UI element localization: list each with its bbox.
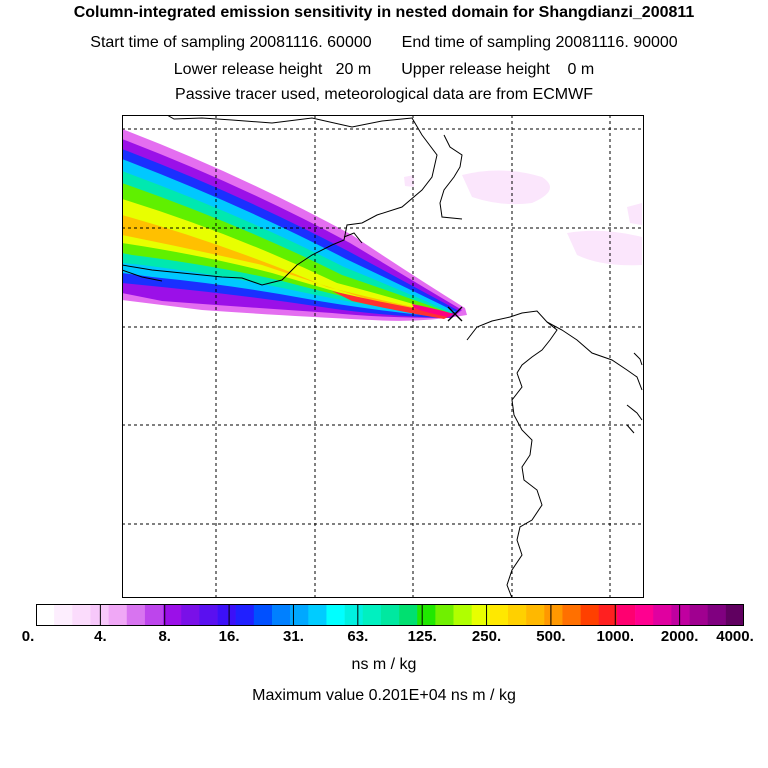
colorbar-swatch bbox=[199, 604, 218, 626]
faint-patch bbox=[404, 175, 414, 187]
colorbar-swatch bbox=[562, 604, 581, 626]
release-upper: Upper release height 0 m bbox=[401, 61, 595, 78]
sampling-end: End time of sampling 20081116. 90000 bbox=[401, 34, 678, 51]
colorbar-swatch bbox=[544, 604, 563, 626]
faint-patch bbox=[462, 170, 550, 205]
colorbar-swatch bbox=[580, 604, 600, 626]
colorbar-swatch bbox=[235, 604, 255, 626]
maximum-value: Maximum value 0.201E+04 ns m / kg bbox=[252, 687, 516, 704]
map-frame bbox=[122, 115, 644, 598]
gridlines bbox=[122, 115, 644, 598]
plume-band-yellow bbox=[122, 199, 447, 314]
release-lower: Lower release height 20 m bbox=[173, 61, 372, 78]
colorbar-swatch bbox=[635, 604, 654, 626]
colorbar-swatch bbox=[399, 604, 418, 626]
faint-patch bbox=[567, 230, 642, 266]
colorbar-swatch bbox=[163, 604, 182, 626]
emission-sensitivity-map bbox=[122, 115, 644, 598]
colorbar-tick-label: 125. bbox=[407, 628, 437, 645]
colorbar-tick-label: 63. bbox=[347, 628, 369, 645]
colorbar-swatch bbox=[290, 604, 309, 626]
colorbar-swatch bbox=[362, 604, 382, 626]
plume-band-pink bbox=[412, 304, 454, 317]
colorbar-swatch bbox=[253, 604, 273, 626]
colorbar-tick-label: 0. bbox=[21, 628, 35, 645]
colorbar-tick-label: 8. bbox=[158, 628, 171, 645]
colorbar bbox=[36, 604, 744, 626]
colorbar-tick-label: 250. bbox=[471, 628, 502, 645]
colorbar-units: ns m / kg bbox=[351, 656, 417, 673]
colorbar-swatch bbox=[453, 604, 472, 626]
colorbar-swatch bbox=[435, 604, 454, 626]
colorbar-swatch bbox=[508, 604, 527, 626]
colorbar-swatch bbox=[217, 604, 236, 626]
release-heights: Lower release height 20 m Upper release h… bbox=[0, 61, 768, 79]
coastlines bbox=[122, 115, 643, 598]
tracer-info: Passive tracer used, meteorological data… bbox=[175, 86, 593, 103]
colorbar-swatch bbox=[671, 604, 690, 626]
colorbar-swatch bbox=[707, 604, 727, 626]
colorbar-swatch bbox=[126, 604, 146, 626]
colorbar-swatch bbox=[36, 604, 55, 626]
colorbar-swatch bbox=[653, 604, 672, 626]
colorbar-tick-label: 500. bbox=[536, 628, 566, 645]
colorbar-swatch bbox=[616, 604, 636, 626]
colorbar-tick-label: 2000. bbox=[660, 628, 699, 645]
colorbar-tick-label: 31. bbox=[283, 628, 304, 645]
colorbar-tick-label: 16. bbox=[218, 628, 240, 645]
plume-band-red bbox=[332, 291, 452, 319]
colorbar-swatch bbox=[326, 604, 345, 626]
colorbar-swatch bbox=[72, 604, 91, 626]
colorbar-swatch bbox=[144, 604, 164, 626]
chart-title: Column-integrated emission sensitivity i… bbox=[73, 4, 695, 21]
colorbar-swatch bbox=[181, 604, 200, 626]
colorbar-swatch bbox=[417, 604, 436, 626]
receptor-x-marker bbox=[447, 306, 463, 322]
sampling-start: Start time of sampling 20081116. 60000 bbox=[90, 34, 372, 51]
colorbar-swatch bbox=[54, 604, 73, 626]
colorbar-swatch bbox=[108, 604, 128, 626]
colorbar-swatch bbox=[689, 604, 708, 626]
plume-band-teal bbox=[122, 171, 453, 314]
colorbar-swatch bbox=[380, 604, 400, 626]
colorbar-swatch bbox=[725, 604, 744, 626]
colorbar-tick-label: 1000. bbox=[596, 628, 635, 645]
colorbar-tick-labels: 0. 4. 8. 16. 31. 63. 125. 250. 500. 1000. 2000. 400… bbox=[0, 628, 768, 650]
colorbar-swatch bbox=[272, 604, 291, 626]
sampling-times: Start time of sampling 20081116. 60000 En… bbox=[0, 34, 768, 52]
colorbar-frame bbox=[36, 604, 744, 626]
colorbar-swatch bbox=[489, 604, 509, 626]
plume-band-cyan bbox=[122, 159, 456, 316]
colorbar-swatch bbox=[90, 604, 109, 626]
plume-band-orange bbox=[122, 215, 445, 314]
faint-patch bbox=[627, 203, 642, 225]
colorbar-swatch bbox=[471, 604, 491, 626]
colorbar-tick-label: 4000. bbox=[716, 628, 754, 645]
colorbar-tick-label: 4. bbox=[94, 628, 107, 645]
colorbar-swatch bbox=[344, 604, 364, 626]
colorbar-swatch bbox=[598, 604, 618, 626]
colorbar-swatch bbox=[308, 604, 327, 626]
colorbar-swatch bbox=[526, 604, 545, 626]
plume-band-green bbox=[122, 183, 450, 313]
